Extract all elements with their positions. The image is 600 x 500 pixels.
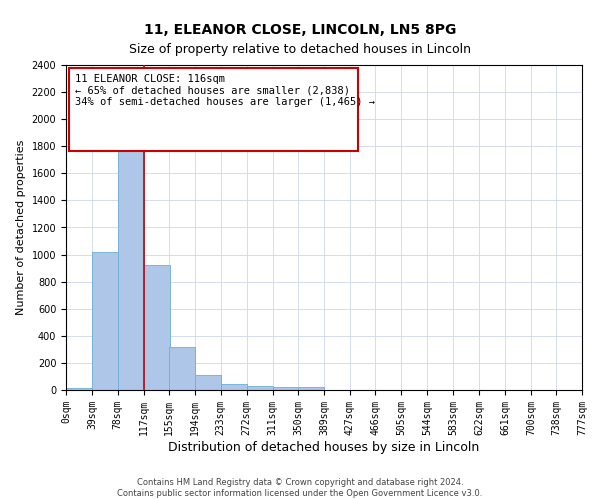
Text: Contains HM Land Registry data © Crown copyright and database right 2024.
Contai: Contains HM Land Registry data © Crown c… <box>118 478 482 498</box>
Bar <box>169 348 195 390</box>
Bar <box>221 384 247 390</box>
Bar <box>66 388 92 390</box>
Text: 11, ELEANOR CLOSE, LINCOLN, LN5 8PG: 11, ELEANOR CLOSE, LINCOLN, LN5 8PG <box>144 22 456 36</box>
X-axis label: Distribution of detached houses by size in Lincoln: Distribution of detached houses by size … <box>169 440 479 454</box>
Text: 11 ELEANOR CLOSE: 116sqm
← 65% of detached houses are smaller (2,838)
34% of sem: 11 ELEANOR CLOSE: 116sqm ← 65% of detach… <box>75 74 375 108</box>
Bar <box>298 388 325 390</box>
Bar <box>195 375 221 390</box>
Y-axis label: Number of detached properties: Number of detached properties <box>16 140 26 315</box>
Bar <box>272 388 298 390</box>
Bar <box>92 252 118 390</box>
FancyBboxPatch shape <box>68 68 358 151</box>
Bar <box>247 386 272 390</box>
Text: Size of property relative to detached houses in Lincoln: Size of property relative to detached ho… <box>129 42 471 56</box>
Bar <box>118 130 143 390</box>
Bar <box>143 266 170 390</box>
